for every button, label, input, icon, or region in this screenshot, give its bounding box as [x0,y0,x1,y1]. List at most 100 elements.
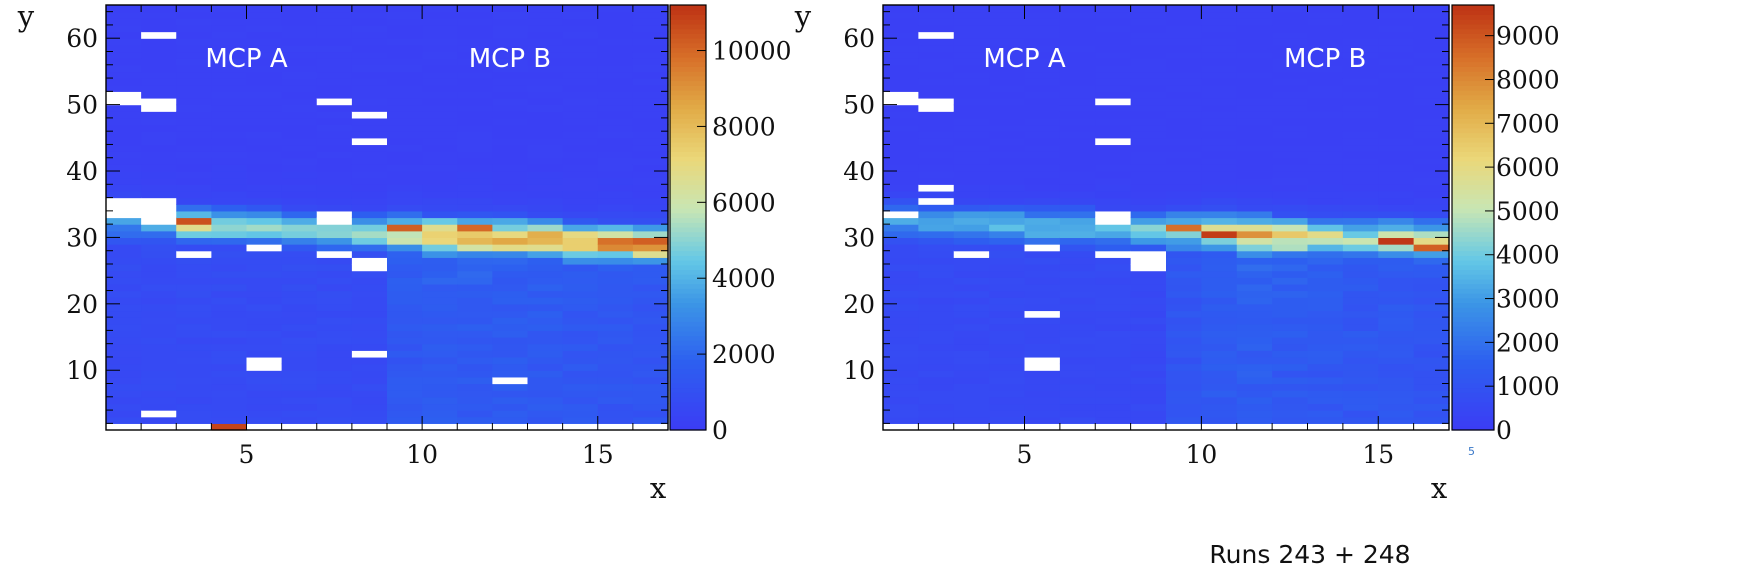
heatmap-cell [918,64,955,73]
heatmap-cell [246,376,283,385]
heatmap-cell [597,177,634,185]
heatmap-cell [597,390,634,398]
heatmap-cell [211,204,248,212]
heatmap-cell [562,64,599,73]
heatmap-cell [387,370,423,378]
heatmap-cell [527,237,564,245]
heatmap-cell [1024,31,1061,39]
heatmap-cell [1166,237,1202,245]
heatmap-cell [1378,303,1415,312]
heatmap-cell [1378,164,1415,172]
heatmap-cell [989,210,1026,219]
heatmap-cell [211,350,248,358]
heatmap-cell [562,343,599,351]
heatmap-cell [492,410,529,418]
heatmap-cell [246,416,283,424]
heatmap-cell [316,18,353,26]
heatmap-cell [1166,244,1202,252]
heatmap-cell [1095,117,1132,126]
colorbar-segment [1452,33,1494,39]
heatmap-cell [918,416,955,424]
heatmap-cell [989,263,1026,272]
heatmap-cell [1166,204,1202,212]
heatmap-cell [457,151,493,159]
heatmap-cell [1059,250,1096,258]
heatmap-cell [1378,317,1415,325]
heatmap-cell [562,237,599,245]
heatmap-cell [387,78,423,86]
heatmap-cell [883,71,919,79]
heatmap-cell [1342,230,1379,239]
heatmap-cell [492,64,529,73]
heatmap-cell [176,383,212,391]
x-tick-label: 5 [1017,440,1033,469]
x-tick-label: 10 [406,440,438,469]
heatmap-cell [176,18,212,26]
heatmap-cell [1413,84,1450,92]
heatmap-cell [141,416,177,424]
heatmap-cell [281,297,318,305]
heatmap-cell [176,151,212,159]
heatmap-cell [1130,5,1167,13]
heatmap-cell [989,184,1026,192]
heatmap-cell [387,144,423,152]
heatmap-cell [632,58,669,66]
heatmap-cell [953,104,990,112]
heatmap-cell [632,330,669,338]
colorbar-segment [1452,302,1494,308]
heatmap-cell [953,410,990,418]
heatmap-cell [989,356,1026,365]
heatmap-cell [597,210,634,219]
heatmap-cell [918,410,955,418]
heatmap-cell [1413,71,1450,79]
heatmap-cell [1166,356,1202,365]
heatmap-cell [527,383,564,391]
heatmap-cell [953,356,990,365]
heatmap-cell [1378,370,1415,378]
y-tick-label: 40 [843,157,875,186]
heatmap-cell [1236,111,1273,119]
heatmap-cell [953,270,990,278]
colorbar-segment [670,255,706,261]
heatmap-cell [351,210,388,219]
heatmap-cell [1307,263,1344,272]
heatmap-cell [422,58,458,66]
heatmap-cell [387,210,423,219]
heatmap-cell [1059,376,1096,385]
heatmap-cell [246,410,283,418]
heatmap-cell [597,363,634,371]
heatmap-cell [316,104,353,112]
heatmap-cell [1378,263,1415,272]
colorbar-segment [1452,269,1494,275]
heatmap-cell [1024,124,1061,132]
heatmap-cell [1201,151,1238,159]
heatmap-cell [1059,283,1096,292]
heatmap-cell [351,356,388,365]
colorbar-segment [670,156,706,162]
heatmap-cell [1166,423,1202,431]
heatmap-cell [918,370,955,378]
heatmap-cell [1272,18,1309,26]
heatmap-cell [883,44,919,53]
heatmap-cell [141,91,177,99]
heatmap-cell [422,250,458,258]
colorbar-segment [670,288,706,294]
heatmap-cell [422,197,458,205]
colorbar-segment [670,349,706,356]
y-tick-label: 20 [843,290,875,319]
heatmap-cell [351,151,388,159]
heatmap-cell [1307,317,1344,325]
heatmap-cell [1059,350,1096,358]
heatmap-cell [1095,310,1132,318]
heatmap-cell [632,157,669,165]
heatmap-cell [281,91,318,99]
heatmap-cell [176,111,212,119]
heatmap-cell [918,390,955,398]
heatmap-cell [281,423,318,431]
heatmap-cell [1201,423,1238,431]
heatmap-cell [527,38,564,46]
heatmap-cell [492,230,529,239]
heatmap-cell [883,177,919,185]
heatmap-cell [1236,270,1273,278]
heatmap-cell [1024,250,1061,258]
